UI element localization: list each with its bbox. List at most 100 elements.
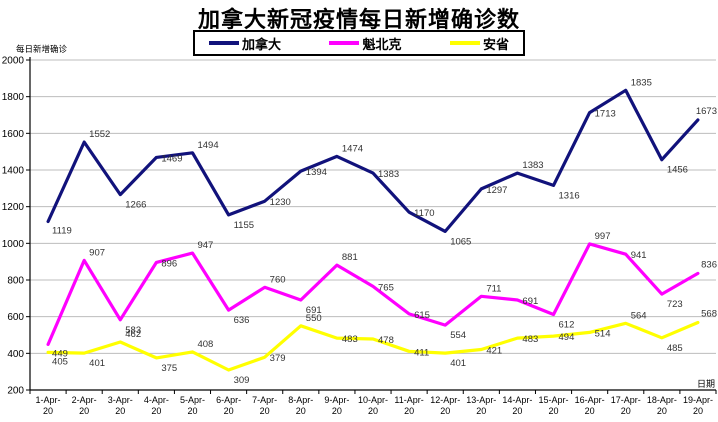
- x-tick-label: 13-Apr-20: [466, 395, 496, 416]
- y-tick-label: 1000: [2, 239, 25, 250]
- data-label-canada-9: 1383: [378, 169, 399, 180]
- x-tick-label: 4-Apr-20: [144, 395, 169, 416]
- data-label-quebec-5: 636: [234, 315, 250, 326]
- data-label-canada-12: 1297: [486, 185, 507, 196]
- x-tick-label: 19-Apr-20: [683, 395, 713, 416]
- legend-label-ontario: 安省: [482, 36, 509, 52]
- data-label-quebec-6: 760: [270, 274, 286, 285]
- data-label-ontario-16: 564: [631, 310, 647, 321]
- x-tick-label: 16-Apr-20: [575, 395, 605, 416]
- y-tick-label: 600: [7, 312, 24, 323]
- x-tick-label: 3-Apr-20: [108, 395, 133, 416]
- data-label-quebec-17: 723: [667, 299, 683, 310]
- legend-item-quebec: 魁北克: [329, 34, 402, 53]
- chart-title: 加拿大新冠疫情每日新增确诊数: [197, 7, 520, 32]
- x-tick-label: 18-Apr-20: [647, 395, 677, 416]
- data-label-quebec-4: 947: [197, 240, 213, 251]
- data-label-canada-4: 1494: [197, 140, 218, 151]
- legend-swatch-canada: [209, 41, 239, 45]
- data-label-ontario-8: 483: [342, 334, 358, 345]
- data-label-quebec-13: 691: [522, 296, 538, 307]
- data-label-ontario-12: 421: [486, 345, 502, 356]
- y-tick-label: 1400: [2, 166, 25, 177]
- x-tick-label: 11-Apr-20: [394, 395, 423, 416]
- data-label-ontario-17: 485: [667, 343, 683, 354]
- data-label-quebec-10: 615: [414, 310, 430, 321]
- data-label-ontario-3: 375: [161, 363, 177, 374]
- y-tick-label: 1800: [2, 92, 25, 103]
- x-tick-label: 9-Apr-20: [324, 395, 349, 416]
- data-label-quebec-9: 765: [378, 282, 394, 293]
- y-tick-label: 200: [7, 386, 24, 397]
- data-label-quebec-14: 612: [559, 319, 575, 330]
- x-tick-label: 1-Apr-20: [36, 395, 61, 416]
- data-label-quebec-16: 941: [631, 250, 647, 261]
- data-label-ontario-10: 411: [414, 347, 429, 358]
- data-label-quebec-0: 449: [52, 348, 68, 359]
- data-label-canada-16: 1835: [631, 77, 652, 88]
- data-label-ontario-1: 401: [89, 358, 105, 369]
- x-tick-label: 15-Apr-20: [539, 395, 569, 416]
- legend-label-canada: 加拿大: [242, 36, 282, 52]
- data-label-ontario-15: 514: [595, 328, 611, 339]
- data-label-ontario-14: 494: [559, 332, 575, 343]
- data-label-quebec-3: 896: [161, 258, 177, 269]
- data-label-ontario-9: 478: [378, 335, 394, 346]
- legend-label-quebec: 魁北克: [362, 36, 402, 52]
- legend-swatch-ontario: [449, 41, 480, 45]
- legend: 加拿大 魁北克 安省: [193, 30, 525, 56]
- data-label-canada-2: 1266: [125, 200, 146, 211]
- data-label-ontario-18: 568: [701, 309, 717, 320]
- data-label-quebec-12: 711: [486, 283, 501, 294]
- data-label-quebec-2: 583: [125, 325, 141, 336]
- data-label-ontario-7: 550: [306, 313, 322, 324]
- x-tick-label: 12-Apr-20: [430, 395, 460, 416]
- data-label-ontario-4: 408: [197, 339, 213, 350]
- data-label-canada-5: 1155: [234, 220, 254, 231]
- data-label-canada-14: 1316: [559, 190, 580, 201]
- y-tick-label: 1600: [2, 129, 25, 140]
- y-tick-label: 800: [7, 276, 24, 287]
- x-tick-label: 17-Apr-20: [611, 395, 641, 416]
- data-label-canada-6: 1230: [270, 197, 291, 208]
- data-label-quebec-18: 836: [701, 259, 717, 270]
- data-label-canada-3: 1469: [161, 153, 182, 164]
- series-line-quebec: [46, 242, 700, 346]
- data-label-canada-13: 1383: [522, 160, 543, 171]
- data-label-canada-17: 1456: [667, 165, 688, 176]
- data-label-canada-0: 1119: [52, 226, 72, 237]
- data-label-quebec-11: 554: [450, 330, 466, 341]
- x-tick-label: 5-Apr-20: [180, 395, 205, 416]
- data-label-quebec-7: 691: [306, 305, 322, 316]
- data-label-quebec-8: 881: [342, 252, 358, 263]
- series-line-ontario: [46, 320, 700, 372]
- data-label-ontario-11: 401: [450, 358, 466, 369]
- x-axis-title: 日期: [697, 379, 715, 389]
- data-label-quebec-1: 907: [89, 247, 105, 258]
- data-label-canada-10: 1170: [414, 208, 434, 219]
- legend-item-ontario: 安省: [449, 34, 509, 53]
- x-tick-label: 2-Apr-20: [72, 395, 97, 416]
- y-tick-label: 2000: [2, 56, 25, 67]
- x-tick-label: 6-Apr-20: [216, 395, 241, 416]
- data-label-canada-8: 1474: [342, 143, 363, 154]
- y-tick-label: 400: [7, 349, 24, 360]
- data-label-ontario-0: 405: [52, 356, 68, 367]
- data-label-canada-1: 1552: [89, 129, 110, 140]
- y-axis-title: 每日新增确诊: [16, 44, 68, 54]
- x-tick-label: 7-Apr-20: [252, 395, 277, 416]
- data-label-ontario-6: 379: [270, 353, 286, 364]
- data-label-canada-15: 1713: [595, 109, 616, 120]
- data-label-ontario-5: 309: [234, 375, 250, 386]
- x-tick-label: 14-Apr-20: [502, 395, 532, 416]
- series-line-canada: [46, 88, 700, 233]
- legend-swatch-quebec: [329, 41, 360, 45]
- y-tick-label: 1200: [2, 202, 25, 213]
- data-label-quebec-15: 997: [595, 231, 611, 242]
- x-tick-label: 8-Apr-20: [288, 395, 313, 416]
- data-label-ontario-2: 462: [125, 329, 141, 340]
- legend-item-canada: 加拿大: [209, 34, 281, 53]
- data-label-canada-7: 1394: [306, 167, 327, 178]
